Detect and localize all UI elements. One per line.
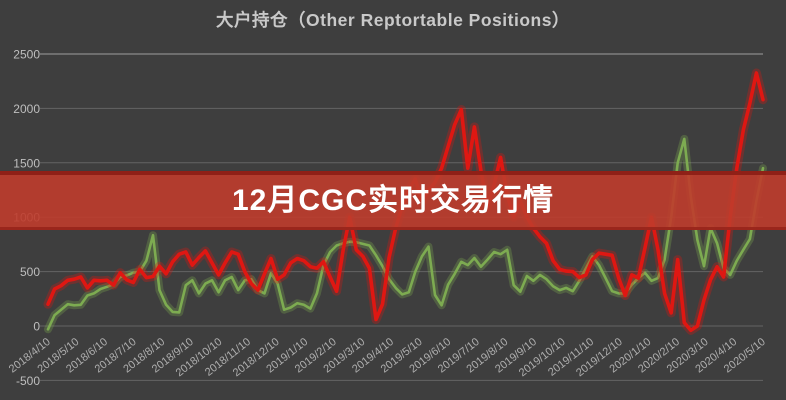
y-axis-tick-label: 2000 <box>13 102 40 116</box>
y-axis-tick-label: 1500 <box>13 156 40 170</box>
y-axis-tick-label: -500 <box>16 374 40 388</box>
y-axis-tick-label: 500 <box>20 265 40 279</box>
green-series-line <box>46 137 765 331</box>
chart-title: 大户持仓（Other Reptortable Positions） <box>216 10 570 30</box>
promo-banner-overlay: 12月CGC实时交易行情 <box>0 171 786 230</box>
y-axis-tick-label: 0 <box>33 320 40 334</box>
promo-banner-text: 12月CGC实时交易行情 <box>231 184 555 217</box>
x-axis-labels: 2018/4/102018/5/102018/6/102018/7/102018… <box>7 336 768 379</box>
y-axis-tick-label: 2500 <box>13 48 40 62</box>
